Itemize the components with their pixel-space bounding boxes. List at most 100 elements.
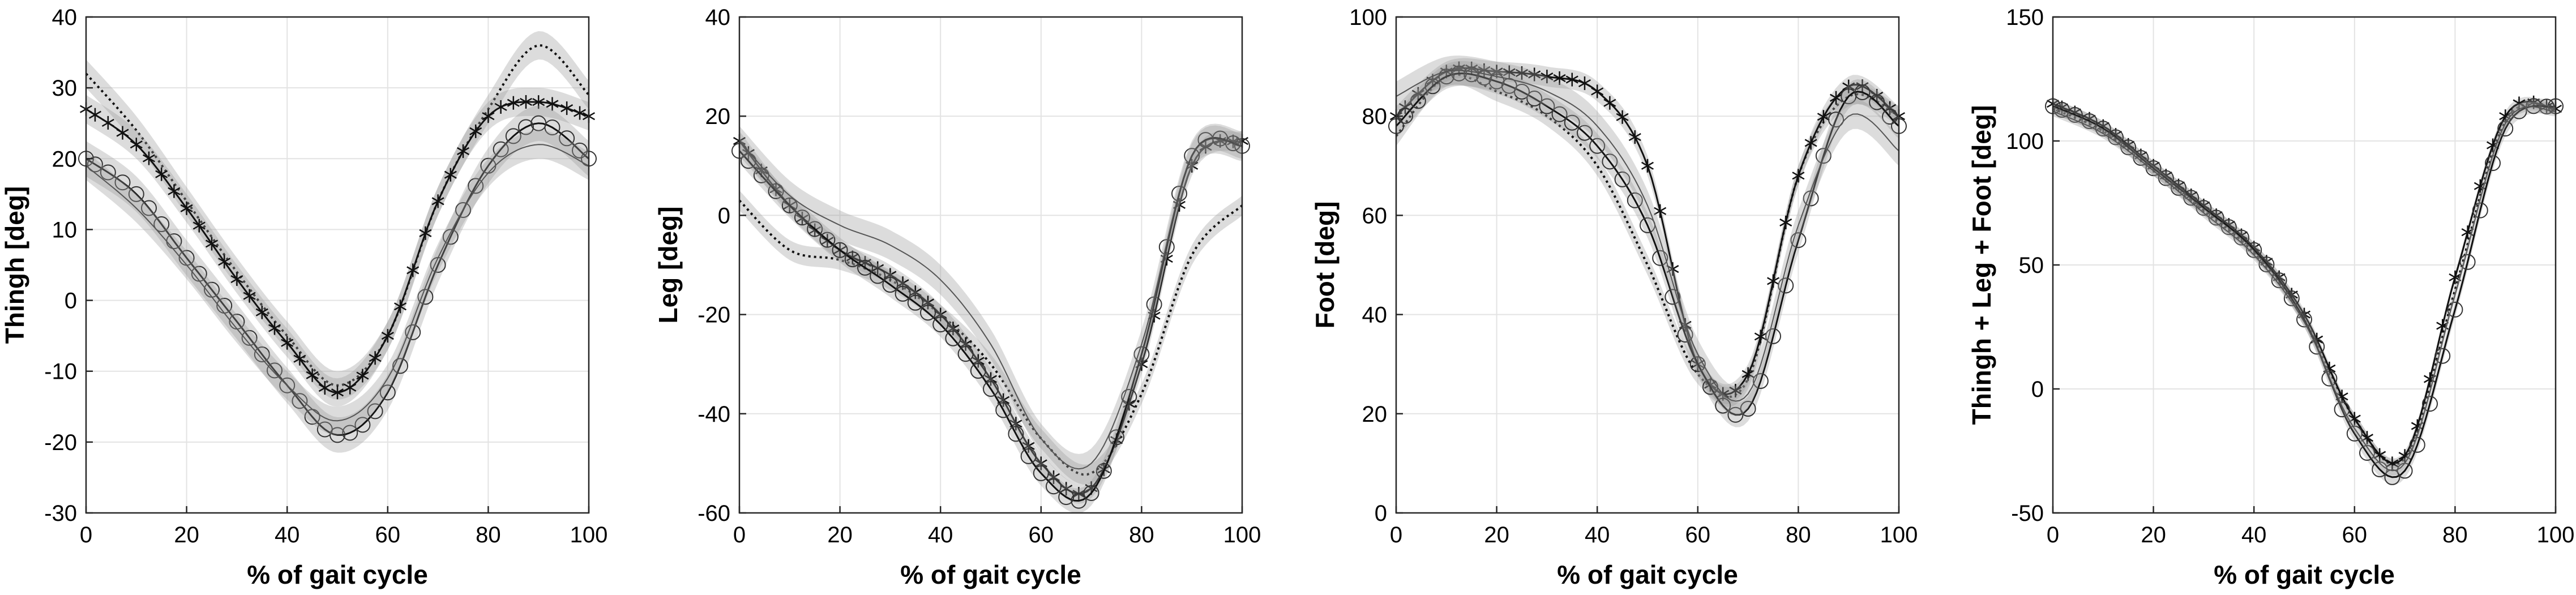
x-tick-label: 60 [2342, 523, 2368, 547]
data-point-circle [807, 221, 823, 237]
data-point-circle [1514, 83, 1530, 100]
y-tick-label: 60 [1362, 203, 1388, 228]
data-point-star [444, 168, 457, 182]
data-point-star [2373, 448, 2386, 462]
data-point-circle [1526, 91, 1543, 107]
sd-band-circle [86, 105, 589, 453]
data-point-circle [292, 393, 308, 409]
data-point-star [431, 194, 444, 208]
series-line-circle [1395, 72, 1899, 416]
data-point-circle [970, 363, 986, 379]
data-point-star [1792, 169, 1805, 183]
data-point-circle [2447, 301, 2463, 318]
data-point-circle [379, 384, 396, 401]
y-axis-label: Thingh + Leg + Foot [deg] [1967, 105, 1996, 425]
data-point-circle [1882, 109, 1898, 125]
data-point-circle [2258, 256, 2275, 273]
y-tick-label: -50 [2011, 501, 2044, 526]
y-tick-label: -40 [698, 402, 730, 427]
data-point-star [532, 95, 545, 109]
y-tick-label: 40 [705, 5, 731, 30]
y-tick-label: 30 [52, 76, 78, 101]
data-point-circle [572, 142, 588, 159]
series-line-thin [1396, 70, 1899, 402]
data-point-circle [2334, 401, 2350, 418]
data-point-circle [2066, 107, 2083, 123]
data-point-star [909, 285, 922, 299]
data-point-circle [1158, 239, 1175, 255]
data-point-circle [100, 164, 116, 181]
data-point-star [1616, 110, 1629, 124]
data-point-circle [1715, 397, 1731, 414]
data-point-circle [1627, 192, 1643, 208]
data-point-circle [2409, 436, 2425, 453]
y-axis-label: Thingh [deg] [0, 186, 29, 344]
data-point-star [1741, 367, 1755, 381]
axes-box [1395, 16, 1900, 514]
data-point-star [268, 321, 281, 335]
data-point-star [2398, 449, 2411, 463]
data-point-circle [2511, 103, 2527, 119]
data-point-circle [832, 242, 848, 258]
data-point-circle [330, 427, 345, 443]
data-point-circle [114, 174, 131, 191]
data-point-circle [2309, 339, 2325, 355]
data-point-star [482, 109, 495, 123]
data-point-circle [1869, 94, 1885, 110]
data-point-circle [1020, 448, 1037, 464]
data-point-circle [2196, 200, 2212, 216]
data-point-circle [907, 294, 923, 311]
data-point-star [1565, 72, 1578, 87]
data-point-circle [1096, 463, 1112, 479]
data-point-circle [1854, 84, 1871, 100]
y-axis-label: Leg [deg] [653, 207, 683, 324]
data-point-star [168, 184, 181, 198]
data-point-circle [254, 346, 270, 362]
data-point-circle [1083, 485, 1099, 501]
x-tick-label: 0 [2047, 523, 2059, 547]
sd-band-thin [739, 123, 1242, 484]
data-point-circle [2422, 396, 2438, 412]
x-tick-label: 100 [570, 523, 608, 547]
data-point-star [230, 272, 243, 286]
data-point-circle [895, 285, 911, 302]
data-point-circle [153, 216, 170, 233]
data-point-circle [2271, 272, 2287, 289]
data-point-star [369, 351, 382, 365]
data-point-circle [1464, 66, 1480, 83]
data-point-star [1628, 130, 1641, 144]
y-tick-label: 40 [52, 5, 78, 30]
y-axis-label: Foot [deg] [1310, 202, 1340, 329]
axes-box [85, 16, 590, 514]
data-point-circle [2459, 254, 2476, 270]
data-point-circle [2321, 370, 2338, 387]
data-point-circle [1614, 171, 1631, 187]
data-point-star [507, 96, 520, 110]
data-point-circle [794, 209, 810, 226]
data-point-star [519, 95, 533, 109]
data-point-circle [1033, 465, 1049, 481]
data-point-star [494, 100, 507, 114]
data-point-star [1654, 204, 1667, 218]
x-tick-label: 100 [2537, 523, 2575, 547]
data-point-star [281, 336, 294, 350]
data-point-circle [1577, 125, 1593, 141]
data-point-star [1729, 384, 1742, 398]
data-point-circle [1410, 93, 1426, 109]
x-tick-label: 60 [1029, 523, 1054, 547]
y-tick-label: 40 [1362, 303, 1388, 328]
x-tick-label: 0 [733, 523, 746, 547]
data-point-circle [932, 316, 949, 333]
y-tick-label: 20 [52, 147, 78, 172]
data-point-star [546, 97, 559, 111]
data-point-circle [1551, 106, 1568, 122]
data-point-star [406, 263, 420, 277]
data-point-star [1754, 329, 1767, 344]
data-point-circle [241, 329, 258, 346]
data-point-circle [1046, 478, 1062, 495]
data-point-circle [1438, 69, 1454, 85]
x-axis-label: % of gait cycle [247, 560, 428, 589]
x-tick-label: 80 [2442, 523, 2468, 547]
data-point-star [1829, 91, 1843, 105]
